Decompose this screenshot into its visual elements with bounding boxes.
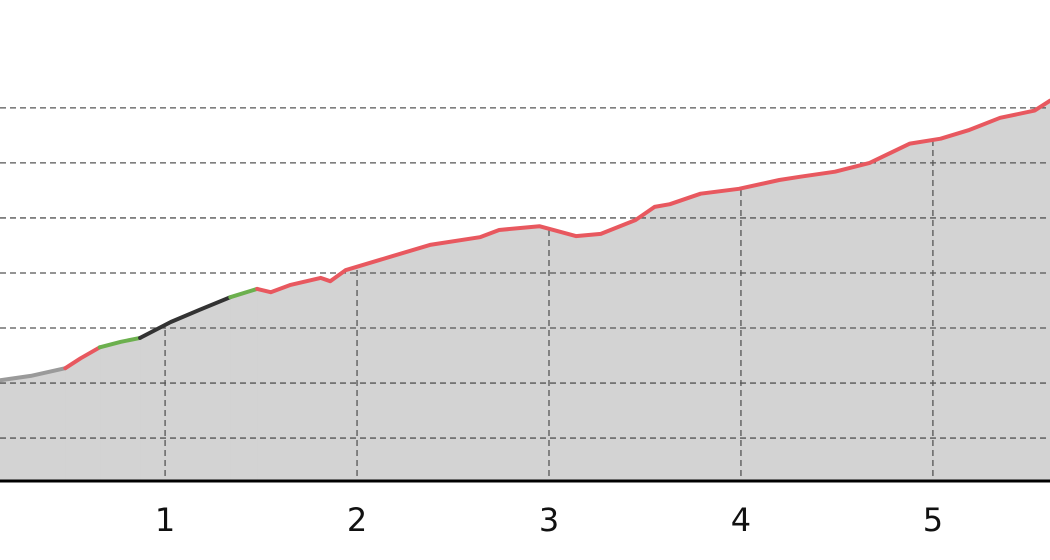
area (99, 337, 141, 482)
elevation-line (255, 98, 1050, 295)
elevation-line (138, 295, 233, 340)
elevation-line (97, 335, 143, 350)
label-layer: 1 2 3 4 5 (155, 501, 943, 539)
area (139, 296, 231, 482)
area (229, 288, 258, 482)
elevation-line (63, 345, 102, 371)
x-tick-label: 3 (539, 501, 559, 539)
x-tick-label: 2 (347, 501, 367, 539)
area (256, 100, 1050, 482)
area (0, 367, 66, 482)
area-layer (0, 100, 1050, 482)
x-tick-label: 5 (923, 501, 943, 539)
line-layer (0, 98, 1050, 383)
area (64, 346, 101, 482)
x-tick-label: 4 (731, 501, 751, 539)
grid-layer (0, 107, 1050, 439)
x-tick-label: 1 (155, 501, 175, 539)
elevation-line (0, 366, 68, 383)
elevation-line (228, 286, 260, 300)
